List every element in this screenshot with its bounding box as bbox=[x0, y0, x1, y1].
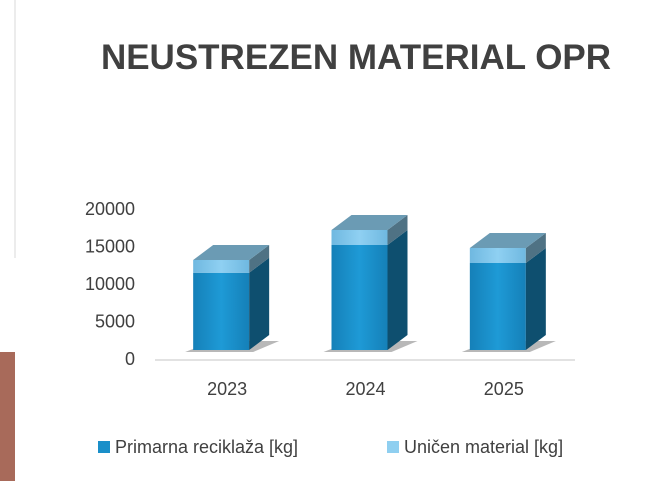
x-tick-label: 2024 bbox=[345, 379, 385, 399]
bar-side bbox=[249, 257, 270, 350]
bar-front bbox=[469, 263, 526, 350]
bar-top bbox=[331, 215, 408, 230]
legend-label: Uničen material [kg] bbox=[404, 437, 563, 457]
bar-front bbox=[331, 230, 388, 245]
legend-label: Primarna reciklaža [kg] bbox=[115, 437, 298, 457]
y-tick-label: 0 bbox=[125, 349, 135, 369]
bar-side bbox=[525, 248, 546, 350]
chart-title: NEUSTREZEN MATERIAL OPR bbox=[100, 38, 612, 77]
y-tick-label: 15000 bbox=[85, 236, 135, 256]
bar-side bbox=[249, 245, 270, 273]
x-tick-label: 2023 bbox=[207, 379, 247, 399]
legend-swatch bbox=[387, 441, 399, 453]
background-fragment bbox=[0, 352, 15, 481]
bar-side bbox=[387, 215, 408, 245]
y-tick-label: 10000 bbox=[85, 274, 135, 294]
bar-top bbox=[193, 245, 270, 260]
bar-side bbox=[525, 233, 546, 263]
legend-swatch bbox=[98, 441, 110, 453]
bar-top bbox=[469, 233, 546, 248]
bar-front bbox=[193, 272, 250, 350]
bar-front bbox=[469, 248, 526, 263]
y-tick-label: 20000 bbox=[85, 199, 135, 219]
bar-front bbox=[193, 260, 250, 273]
y-tick-label: 5000 bbox=[95, 311, 135, 331]
bar-front bbox=[331, 245, 388, 350]
x-tick-label: 2025 bbox=[484, 379, 524, 399]
bar-side bbox=[387, 230, 408, 350]
